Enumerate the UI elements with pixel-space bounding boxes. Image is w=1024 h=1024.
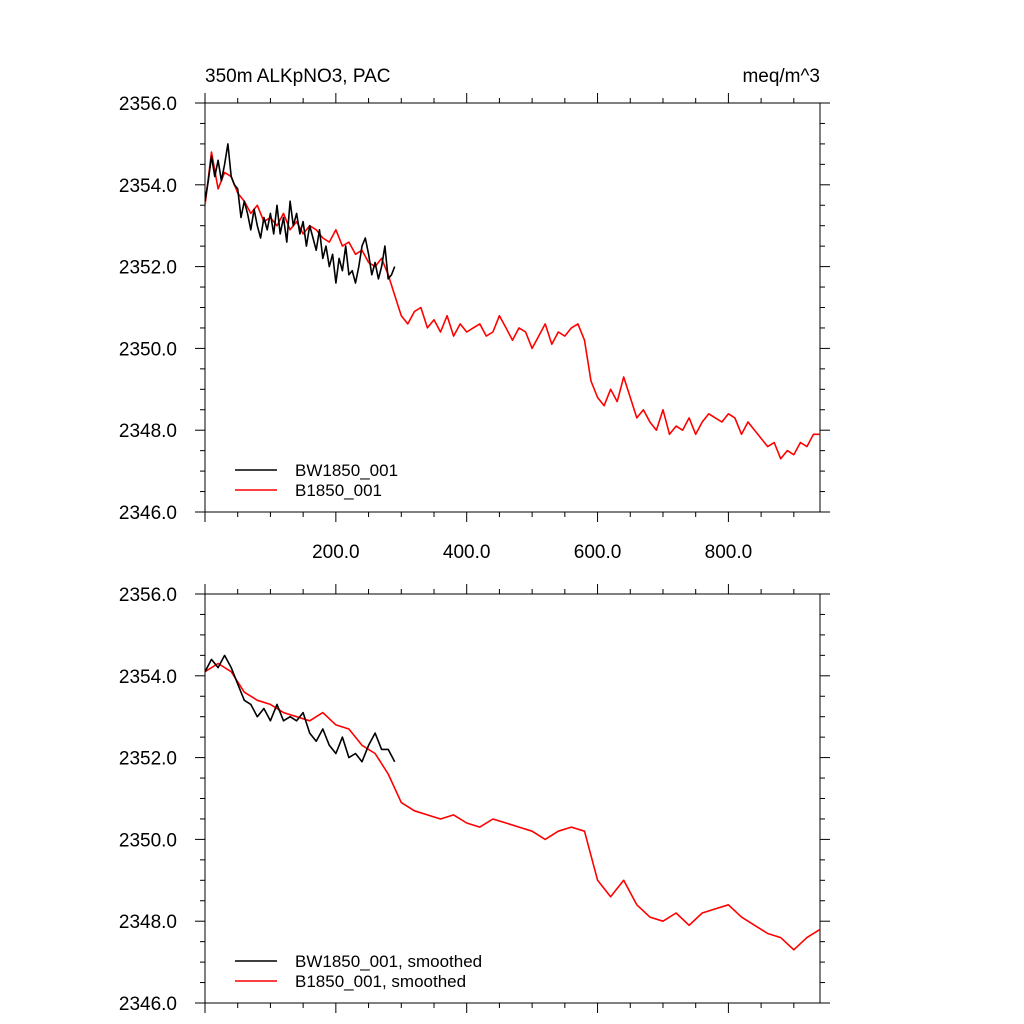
y-tick-label: 2354.0 (119, 176, 177, 197)
series-line-black (205, 143, 396, 284)
y-tick-label: 2354.0 (119, 667, 177, 688)
y-tick-label: 2356.0 (119, 94, 177, 115)
legend-label: BW1850_001, smoothed (295, 952, 482, 971)
x-tick-label: 400.0 (443, 542, 491, 563)
series-line-red (205, 151, 820, 460)
top-panel: 2346.0 2348.0 2350.0 2352.0 2354.0 2356.0 200.… (119, 66, 830, 563)
chart-units: meq/m^3 (742, 66, 820, 87)
chart-title: 350m ALKpNO3, PAC (205, 66, 391, 87)
x-tick-label: 200.0 (312, 542, 360, 563)
legend-label: BW1850_001 (295, 461, 398, 480)
series-group (205, 654, 820, 951)
bottom-panel: 2346.0 2348.0 2350.0 2352.0 2354.0 2356.0 BW18… (119, 584, 830, 1015)
y-tick-label: 2348.0 (119, 912, 177, 933)
series-line-black (205, 654, 396, 763)
y-tick-label: 2350.0 (119, 339, 177, 360)
x-tick-label: 600.0 (574, 542, 622, 563)
legend-label: B1850_001 (295, 481, 382, 500)
plot-frame (204, 102, 821, 513)
x-tick-label: 800.0 (705, 542, 753, 563)
y-tick-label: 2348.0 (119, 421, 177, 442)
y-tick-label: 2346.0 (119, 503, 177, 524)
series-group (205, 143, 820, 460)
y-tick-label: 2352.0 (119, 749, 177, 770)
y-tick-label: 2350.0 (119, 830, 177, 851)
y-tick-label: 2346.0 (119, 994, 177, 1015)
y-tick-label: 2356.0 (119, 585, 177, 606)
y-tick-label: 2352.0 (119, 258, 177, 279)
legend-label: B1850_001, smoothed (295, 972, 466, 991)
series-line-red (205, 662, 820, 951)
plot-frame (204, 593, 821, 1004)
